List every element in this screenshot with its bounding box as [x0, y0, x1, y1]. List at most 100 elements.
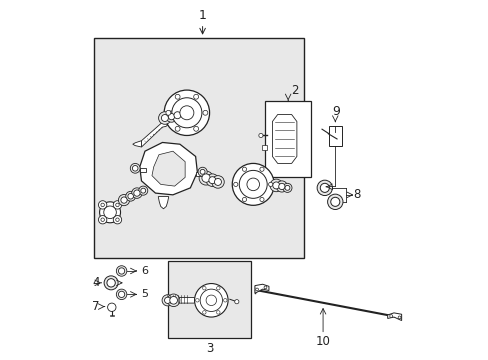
Circle shape [202, 174, 210, 182]
Circle shape [203, 110, 207, 115]
Bar [94, 38, 303, 258]
Circle shape [278, 183, 285, 190]
Circle shape [194, 284, 227, 317]
Circle shape [283, 183, 291, 192]
Circle shape [175, 126, 180, 131]
Circle shape [389, 315, 392, 318]
Circle shape [202, 311, 205, 314]
Circle shape [205, 295, 216, 306]
Circle shape [269, 179, 282, 192]
Polygon shape [132, 141, 141, 147]
Text: 4: 4 [92, 276, 100, 289]
Circle shape [113, 201, 122, 209]
Polygon shape [272, 114, 296, 163]
Bar [167, 261, 251, 338]
Bar [261, 145, 266, 150]
Circle shape [118, 291, 124, 297]
Circle shape [214, 179, 221, 185]
Circle shape [272, 182, 279, 189]
Circle shape [165, 110, 170, 115]
Circle shape [168, 113, 174, 120]
Circle shape [259, 197, 264, 202]
Circle shape [242, 167, 246, 171]
Circle shape [132, 166, 138, 171]
Circle shape [98, 216, 106, 224]
Circle shape [116, 203, 119, 207]
Circle shape [165, 111, 177, 122]
Circle shape [180, 106, 193, 120]
Circle shape [121, 197, 127, 203]
Circle shape [208, 177, 215, 184]
Bar [140, 168, 146, 172]
Circle shape [164, 297, 170, 303]
Polygon shape [387, 313, 401, 320]
Circle shape [268, 182, 272, 186]
Circle shape [162, 295, 173, 306]
Circle shape [171, 98, 202, 128]
Circle shape [164, 90, 209, 135]
Circle shape [327, 194, 342, 210]
Text: 7: 7 [92, 300, 100, 313]
Circle shape [161, 114, 168, 122]
Circle shape [118, 194, 129, 206]
Circle shape [258, 134, 263, 138]
Circle shape [239, 170, 266, 198]
Text: 9: 9 [331, 105, 339, 118]
Circle shape [259, 167, 264, 171]
Circle shape [242, 197, 246, 202]
Circle shape [233, 182, 237, 186]
Circle shape [104, 276, 118, 290]
Circle shape [200, 169, 204, 174]
Bar [195, 172, 202, 176]
Circle shape [175, 94, 180, 99]
Circle shape [234, 300, 239, 304]
Circle shape [116, 266, 126, 276]
Circle shape [255, 288, 258, 291]
Polygon shape [254, 284, 268, 293]
Circle shape [103, 206, 116, 219]
Circle shape [169, 297, 177, 304]
Circle shape [98, 201, 106, 209]
Bar [328, 126, 341, 146]
Text: 6: 6 [141, 266, 147, 276]
Circle shape [246, 178, 259, 191]
Circle shape [199, 171, 213, 185]
Circle shape [116, 218, 119, 221]
Circle shape [141, 188, 145, 193]
Circle shape [223, 298, 226, 302]
Polygon shape [140, 143, 197, 195]
Circle shape [198, 167, 207, 176]
Circle shape [216, 287, 220, 290]
Circle shape [127, 193, 133, 199]
Polygon shape [158, 197, 168, 209]
Polygon shape [141, 122, 167, 147]
Circle shape [158, 112, 171, 124]
Text: 5: 5 [141, 289, 147, 300]
Circle shape [118, 268, 124, 274]
Polygon shape [152, 151, 185, 186]
Circle shape [101, 203, 104, 207]
Circle shape [200, 289, 222, 311]
Text: 3: 3 [205, 342, 213, 355]
Circle shape [130, 163, 140, 173]
Circle shape [167, 294, 180, 307]
Circle shape [193, 126, 198, 131]
Circle shape [276, 181, 287, 192]
Text: 8: 8 [352, 188, 359, 201]
Circle shape [397, 316, 400, 319]
Circle shape [317, 180, 332, 195]
Text: 10: 10 [315, 335, 330, 348]
Circle shape [264, 286, 266, 289]
Circle shape [330, 197, 339, 206]
Circle shape [171, 109, 183, 121]
Bar [265, 100, 310, 177]
Circle shape [232, 163, 274, 205]
Circle shape [174, 112, 181, 119]
Text: 2: 2 [291, 84, 298, 97]
Circle shape [116, 289, 126, 300]
Text: 1: 1 [198, 9, 206, 22]
Circle shape [131, 188, 142, 198]
Circle shape [100, 202, 120, 223]
Circle shape [285, 185, 289, 190]
Circle shape [101, 218, 104, 221]
